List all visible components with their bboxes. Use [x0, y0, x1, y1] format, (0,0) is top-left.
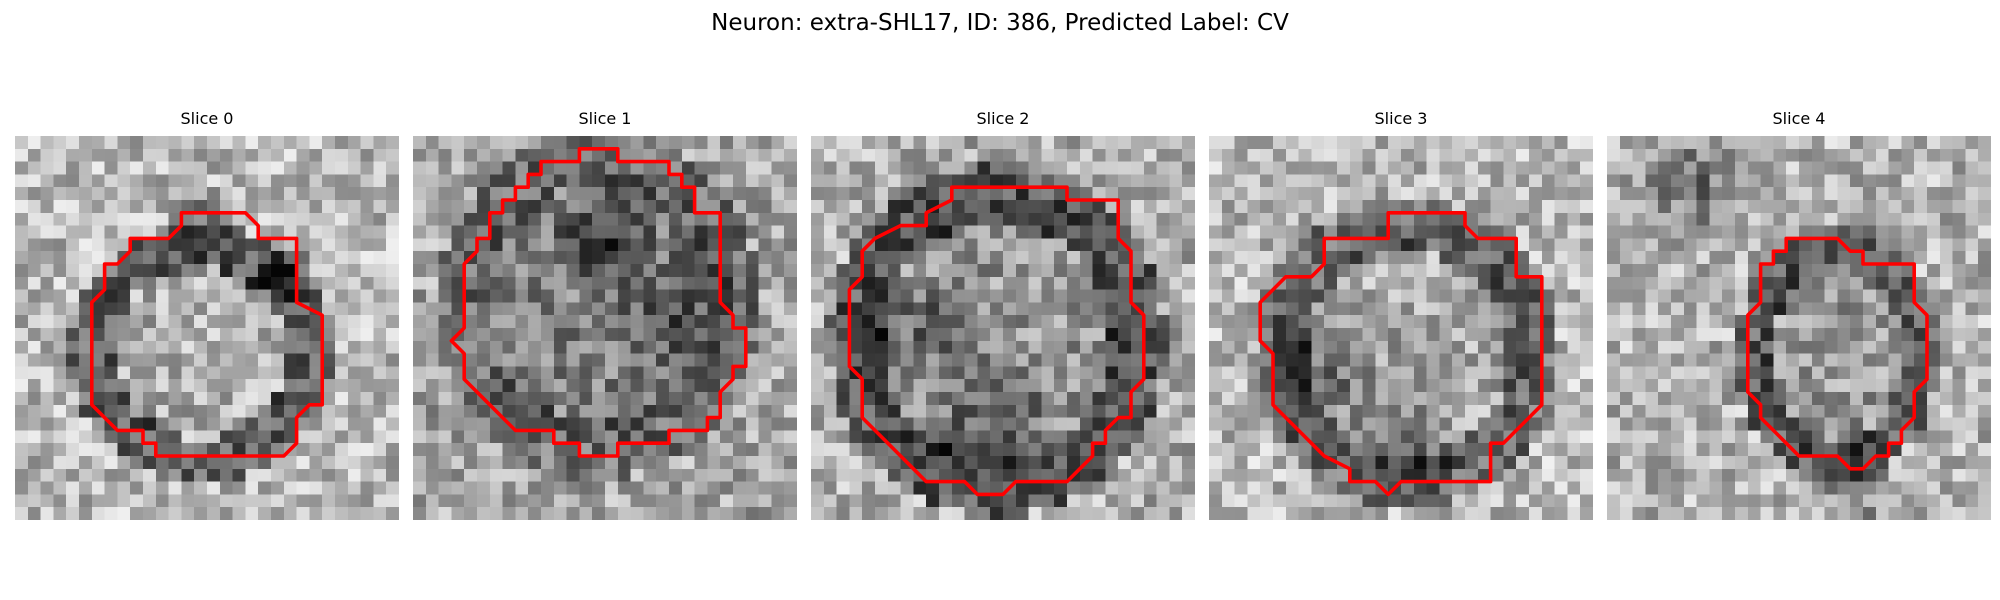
slice-image-0 — [15, 136, 399, 520]
slice-panel-4: Slice 4 — [1607, 108, 1991, 520]
slice-title-2: Slice 2 — [976, 109, 1030, 128]
slice-title-3: Slice 3 — [1374, 109, 1428, 128]
slice-panel-3: Slice 3 — [1209, 108, 1593, 520]
slice-panel-2: Slice 2 — [811, 108, 1195, 520]
slice-image-4 — [1607, 136, 1991, 520]
segmentation-contour-4 — [1746, 236, 1929, 471]
slice-panel-1: Slice 1 — [413, 108, 797, 520]
segmentation-contour-1 — [449, 147, 748, 458]
slice-image-3 — [1209, 136, 1593, 520]
segmentation-contour-0 — [90, 211, 324, 458]
segmentation-contour-2 — [847, 185, 1146, 497]
slice-image-2 — [811, 136, 1195, 520]
slice-title-0: Slice 0 — [180, 109, 234, 128]
segmentation-contour-3 — [1258, 211, 1544, 497]
slice-title-1: Slice 1 — [578, 109, 632, 128]
slice-title-4: Slice 4 — [1772, 109, 1826, 128]
slice-panel-0: Slice 0 — [15, 108, 399, 520]
slice-image-1 — [413, 136, 797, 520]
figure-title: Neuron: extra-SHL17, ID: 386, Predicted … — [711, 10, 1289, 36]
